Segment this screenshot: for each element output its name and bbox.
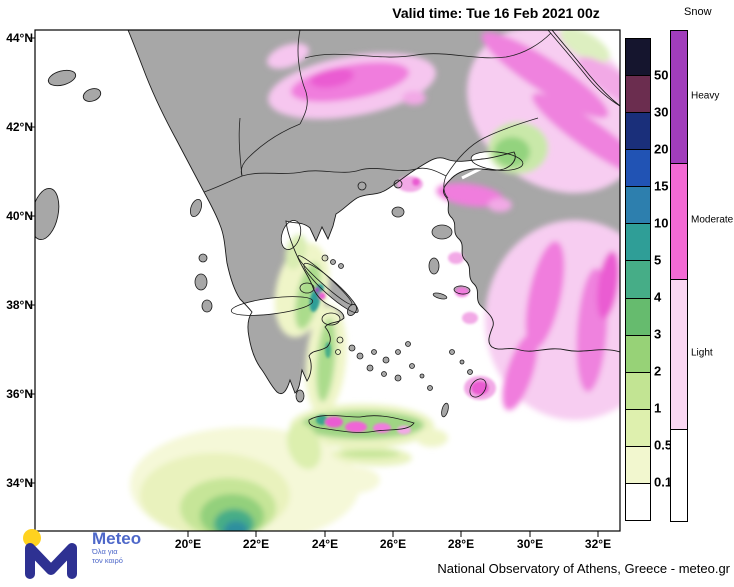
precip-color-segment bbox=[626, 186, 650, 224]
logo-tagline-line1: Όλα για bbox=[92, 547, 118, 556]
sun-icon bbox=[23, 529, 41, 547]
snow-intensity-label: Heavy bbox=[691, 90, 720, 102]
dardanelles-strait bbox=[461, 166, 483, 180]
lon-label-32e: 32°E bbox=[584, 537, 612, 551]
precip-tick-label: 0.1 bbox=[654, 474, 673, 490]
precip-colorbar bbox=[625, 38, 651, 521]
lat-label-40n: 40°N bbox=[6, 209, 33, 223]
footer-credit: National Observatory of Athens, Greece -… bbox=[437, 561, 730, 576]
snow-color-segment bbox=[671, 163, 687, 279]
precip-snow-overlay bbox=[130, 30, 620, 531]
lat-label-36n: 36°N bbox=[6, 387, 33, 401]
precip-color-segment bbox=[626, 371, 650, 409]
snow-color-segment bbox=[671, 279, 687, 429]
lat-label-42n: 42°N bbox=[6, 120, 33, 134]
precip-tick-label: 20 bbox=[654, 141, 669, 157]
precip-color-segment bbox=[626, 260, 650, 298]
meteo-logo: Meteo Όλα για τον καιρό bbox=[18, 524, 188, 582]
snow-color-segment bbox=[671, 429, 687, 521]
logo-brand-text: Meteo bbox=[92, 529, 142, 548]
snow-colorbar bbox=[670, 30, 688, 522]
precip-color-segment bbox=[626, 112, 650, 150]
lat-label-44n: 44°N bbox=[6, 31, 33, 45]
snow-intensity-label: Light bbox=[691, 347, 713, 359]
lon-label-26e: 26°E bbox=[379, 537, 407, 551]
precip-tick-label: 0.5 bbox=[654, 437, 673, 453]
precip-color-segment bbox=[626, 39, 650, 76]
precip-tick-label: 10 bbox=[654, 215, 669, 231]
logo-tagline-line2: τον καιρό bbox=[92, 555, 123, 565]
snow-color-segment bbox=[671, 31, 687, 163]
precip-color-segment bbox=[626, 149, 650, 187]
axis-ticks bbox=[29, 37, 599, 537]
precip-tick-label: 1 bbox=[654, 400, 662, 416]
precip-tick-label: 5 bbox=[654, 252, 662, 268]
precip-color-segment bbox=[626, 408, 650, 446]
precip-color-segment bbox=[626, 75, 650, 113]
snow-intensity-labels: Heavy Moderate Light bbox=[691, 30, 734, 520]
country-borders bbox=[203, 30, 552, 199]
valid-time-title: Valid time: Tue 16 Feb 2021 00z bbox=[392, 5, 600, 21]
precip-tick-label: 50 bbox=[654, 67, 669, 83]
precip-color-segment bbox=[626, 482, 650, 521]
precip-tick-label: 30 bbox=[654, 104, 669, 120]
precip-color-segment bbox=[626, 445, 650, 483]
precip-tick-label: 15 bbox=[654, 178, 669, 194]
precip-color-segment bbox=[626, 223, 650, 261]
lon-label-24e: 24°E bbox=[311, 537, 339, 551]
lon-label-28e: 28°E bbox=[447, 537, 475, 551]
lon-label-30e: 30°E bbox=[516, 537, 544, 551]
precip-tick-label: 4 bbox=[654, 289, 662, 305]
precip-tick-label: 3 bbox=[654, 326, 662, 342]
precip-color-segment bbox=[626, 297, 650, 335]
precip-tick-labels: 50 30 20 15 10 5 4 3 2 1 0.5 0.1 bbox=[654, 38, 688, 519]
lon-label-22e: 22°E bbox=[242, 537, 270, 551]
m-glyph-icon bbox=[25, 543, 77, 579]
precip-color-segment bbox=[626, 334, 650, 372]
precip-overlay-details bbox=[309, 176, 496, 435]
precip-tick-label: 2 bbox=[654, 363, 662, 379]
lat-label-38n: 38°N bbox=[6, 298, 33, 312]
lat-label-34n: 34°N bbox=[6, 476, 33, 490]
meteo-logo-mark bbox=[23, 529, 77, 579]
map-frame bbox=[34, 29, 621, 532]
lon-label-20e: 20°E bbox=[174, 537, 202, 551]
snow-intensity-label: Moderate bbox=[691, 214, 734, 226]
snow-legend-title: Snow bbox=[684, 6, 712, 18]
